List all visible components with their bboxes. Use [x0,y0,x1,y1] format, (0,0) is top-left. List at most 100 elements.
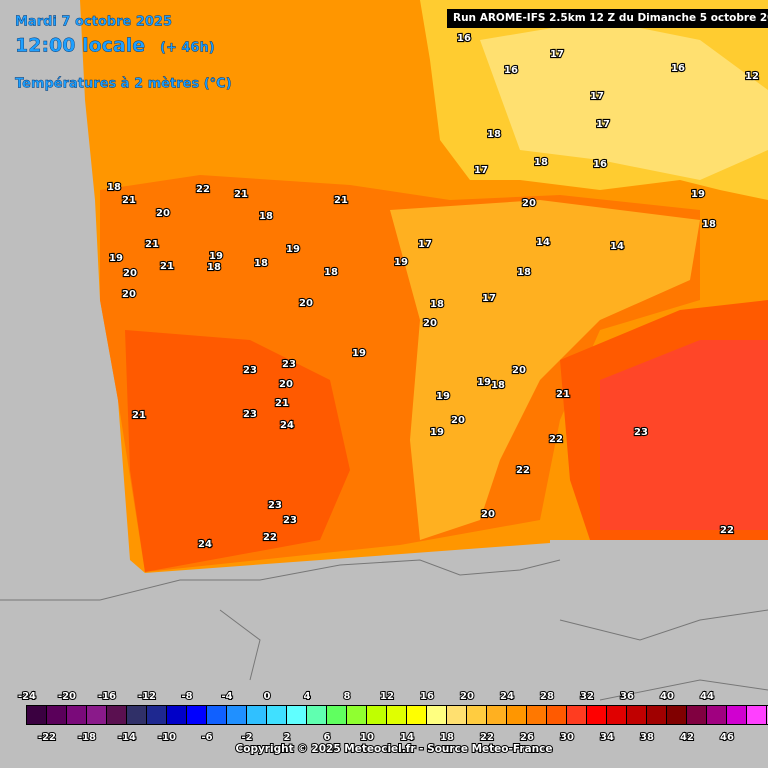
temperature-label: 19 [477,377,491,388]
temperature-label: 22 [263,532,277,543]
temperature-label: 14 [536,237,550,248]
temperature-label: 19 [109,253,123,264]
cool-yellow-zone [480,20,768,180]
legend-swatch [67,706,86,724]
temperature-label: 14 [610,241,624,252]
temperature-label: 20 [522,198,536,209]
temperature-label: 23 [243,409,257,420]
legend-swatch [427,706,446,724]
legend-tick-top: 16 [420,691,434,702]
legend-tick-top: 4 [304,691,311,702]
legend-tick-top: 12 [380,691,394,702]
legend-swatch [107,706,126,724]
legend-swatch [447,706,466,724]
plateau-zone [390,200,700,540]
legend-tick-top: 24 [500,691,514,702]
run-box [447,9,768,28]
legend-tick-bottom: 14 [400,732,414,743]
temperature-label: 18 [430,299,444,310]
temperature-label: 18 [491,380,505,391]
temperature-label: 17 [596,119,610,130]
legend-tick-bottom: 34 [600,732,614,743]
warm-sea-zone [600,340,768,530]
date: Mardi 7 octobre 2025 [15,15,172,30]
legend-tick-top: 0 [264,691,271,702]
temperature-label: 18 [324,267,338,278]
temperature-label: 23 [283,515,297,526]
temperature-label: 12 [745,71,759,82]
legend-swatch [307,706,326,724]
time: 12:00 locale [15,35,145,57]
temperature-label: 20 [423,318,437,329]
temperature-label: 17 [590,91,604,102]
legend-tick-bottom: 2 [284,732,291,743]
legend-swatch [287,706,306,724]
temperature-label: 21 [275,398,289,409]
legend-tick-top: -8 [181,691,192,702]
lead-time: (+ 46h) [160,41,215,56]
temperature-label: 20 [279,379,293,390]
legend-swatch [467,706,486,724]
temperature-label: 18 [702,219,716,230]
temperature-label: 18 [517,267,531,278]
legend-tick-bottom: 46 [720,732,734,743]
temperature-label: 19 [691,189,705,200]
temperature-label: 21 [145,239,159,250]
temperature-label: 16 [504,65,518,76]
legend-swatch [547,706,566,724]
legend-tick-top: -16 [98,691,116,702]
legend-tick-top: -12 [138,691,156,702]
temperature-label: 23 [634,427,648,438]
legend-swatch [147,706,166,724]
legend-swatch [47,706,66,724]
legend-swatch [227,706,246,724]
temperature-label: 21 [122,195,136,206]
legend-swatch [387,706,406,724]
legend-swatch [487,706,506,724]
legend-swatch [667,706,686,724]
field-name: Températures à 2 mètres (°C) [15,77,232,92]
temperature-label: 20 [481,509,495,520]
legend-tick-bottom: 26 [520,732,534,743]
temperature-label: 21 [160,261,174,272]
temperature-label: 24 [198,539,212,550]
legend-tick-bottom: 22 [480,732,494,743]
legend-tick-bottom: -6 [201,732,212,743]
temperature-label: 19 [352,348,366,359]
temperature-label: 18 [207,262,221,273]
temperature-label: 20 [156,208,170,219]
legend-swatch [607,706,626,724]
legend-swatch [687,706,706,724]
temperature-label: 18 [534,157,548,168]
legend-swatch [707,706,726,724]
temperature-label: 18 [107,182,121,193]
legend-swatch [587,706,606,724]
legend-swatch [247,706,266,724]
legend-tick-bottom: 38 [640,732,654,743]
temperature-label: 16 [457,33,471,44]
copyright: Copyright © 2025 Meteociel.fr - Source M… [236,743,553,755]
temperature-label: 22 [720,525,734,536]
temperature-label: 24 [280,420,294,431]
legend-tick-top: 20 [460,691,474,702]
temperature-label: 19 [209,251,223,262]
temperature-label: 21 [556,389,570,400]
legend-tick-bottom: 30 [560,732,574,743]
temperature-label: 20 [451,415,465,426]
legend-swatch [267,706,286,724]
temperature-label: 21 [234,189,248,200]
legend-tick-bottom: -14 [118,732,136,743]
temperature-label: 20 [123,268,137,279]
legend-swatch [567,706,586,724]
temperature-label: 23 [268,500,282,511]
legend-tick-bottom: 18 [440,732,454,743]
legend-swatch [187,706,206,724]
legend-tick-bottom: 42 [680,732,694,743]
legend-tick-top: 8 [344,691,351,702]
temperature-label: 23 [282,359,296,370]
legend-tick-bottom: -2 [241,732,252,743]
temperature-label: 18 [259,211,273,222]
legend-tick-top: -20 [58,691,76,702]
legend-swatch [87,706,106,724]
legend-tick-top: 36 [620,691,634,702]
